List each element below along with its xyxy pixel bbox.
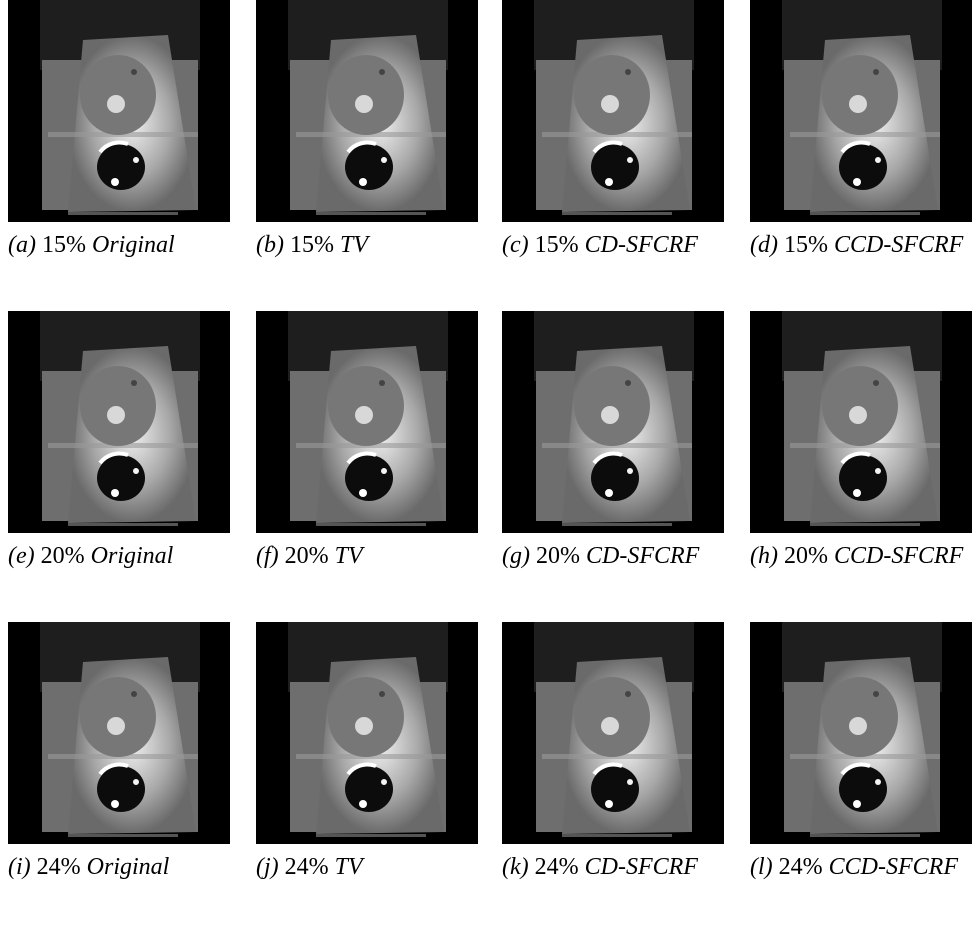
panel-image (8, 0, 230, 222)
caption: (l) 24% CCD-SFCRF (750, 852, 972, 882)
panel-label: (k) (502, 854, 529, 880)
panel-label: (b) (256, 232, 284, 258)
percent: 15% (42, 232, 86, 258)
panel-image (750, 622, 972, 844)
method: CCD-SFCRF (834, 543, 963, 569)
method: Original (92, 232, 175, 258)
caption: (a) 15% Original (8, 230, 230, 260)
caption: (j) 24% TV (256, 852, 478, 882)
figure: (a) 15% Original (b) 15% TV (c) 15% CD-SFC… (0, 0, 976, 930)
percent: 15% (290, 232, 334, 258)
panel-label: (i) (8, 854, 31, 880)
panel-image (750, 0, 972, 222)
method: TV (335, 543, 363, 569)
panel-image (8, 622, 230, 844)
caption: (e) 20% Original (8, 541, 230, 571)
method: Original (87, 854, 170, 880)
percent: 24% (37, 854, 81, 880)
caption: (b) 15% TV (256, 230, 478, 260)
panel-label: (f) (256, 543, 279, 569)
panel-image (502, 311, 724, 533)
method: TV (340, 232, 368, 258)
panel-label: (d) (750, 232, 778, 258)
panel-label: (e) (8, 543, 35, 569)
percent: 24% (779, 854, 823, 880)
panel-image (502, 0, 724, 222)
panel-image (502, 622, 724, 844)
caption: (h) 20% CCD-SFCRF (750, 541, 972, 571)
method: CD-SFCRF (586, 543, 699, 569)
panel-label: (h) (750, 543, 778, 569)
panel-label: (g) (502, 543, 530, 569)
caption: (k) 24% CD-SFCRF (502, 852, 724, 882)
percent: 20% (285, 543, 329, 569)
caption: (g) 20% CD-SFCRF (502, 541, 724, 571)
method: CCD-SFCRF (829, 854, 958, 880)
panel-image (8, 311, 230, 533)
panel-image (750, 311, 972, 533)
panel-label: (j) (256, 854, 279, 880)
percent: 20% (784, 543, 828, 569)
method: CD-SFCRF (585, 854, 698, 880)
method: TV (335, 854, 363, 880)
caption: (c) 15% CD-SFCRF (502, 230, 724, 260)
method: Original (91, 543, 174, 569)
percent: 24% (285, 854, 329, 880)
caption: (d) 15% CCD-SFCRF (750, 230, 972, 260)
panel-image (256, 0, 478, 222)
method: CD-SFCRF (585, 232, 698, 258)
percent: 20% (536, 543, 580, 569)
panel-label: (c) (502, 232, 529, 258)
panel-label: (a) (8, 232, 36, 258)
percent: 24% (535, 854, 579, 880)
percent: 20% (41, 543, 85, 569)
caption: (i) 24% Original (8, 852, 230, 882)
caption: (f) 20% TV (256, 541, 478, 571)
percent: 15% (535, 232, 579, 258)
panel-image (256, 311, 478, 533)
panel-image (256, 622, 478, 844)
panel-label: (l) (750, 854, 773, 880)
method: CCD-SFCRF (834, 232, 963, 258)
percent: 15% (784, 232, 828, 258)
